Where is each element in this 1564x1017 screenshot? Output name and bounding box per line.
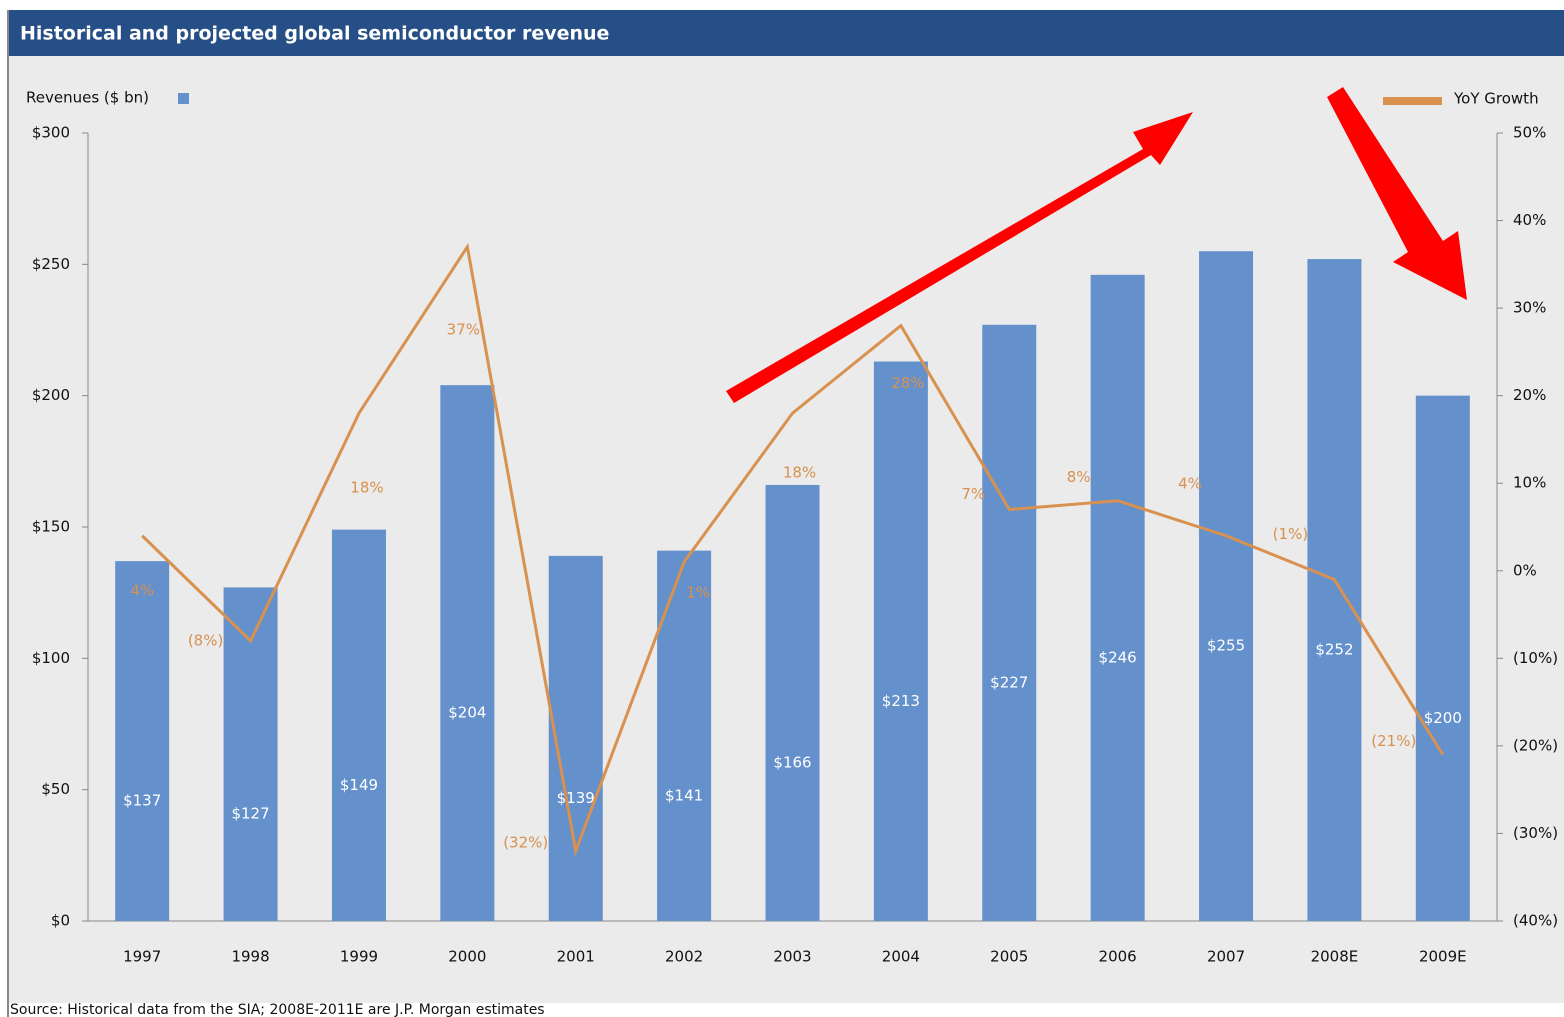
x-tick-label: 2009E bbox=[1419, 948, 1467, 966]
y2-tick-label: 0% bbox=[1513, 561, 1537, 579]
bar-value-label: $204 bbox=[448, 704, 486, 722]
x-tick-label: 2000 bbox=[448, 948, 486, 966]
y-tick-label: $150 bbox=[32, 518, 70, 536]
bar bbox=[331, 529, 386, 921]
bar-value-label: $246 bbox=[1099, 648, 1137, 666]
bar bbox=[548, 555, 603, 921]
title-bar bbox=[8, 10, 1564, 56]
x-tick-label: 1999 bbox=[340, 948, 378, 966]
bar bbox=[115, 561, 170, 921]
x-tick-label: 2008E bbox=[1311, 948, 1359, 966]
line-value-label: 18% bbox=[783, 464, 816, 482]
bar bbox=[982, 324, 1037, 921]
bar bbox=[765, 484, 820, 921]
line-value-label: 7% bbox=[961, 485, 985, 503]
x-tick-label: 1998 bbox=[231, 948, 269, 966]
growth-line bbox=[141, 242, 1445, 857]
line-value-label: 4% bbox=[130, 581, 154, 599]
bar bbox=[1199, 251, 1254, 921]
line-value-label: (32%) bbox=[503, 833, 548, 851]
bar-value-label: $213 bbox=[882, 692, 920, 710]
y2-tick-label: (20%) bbox=[1513, 736, 1558, 754]
y-tick-label: $250 bbox=[32, 255, 70, 273]
y2-tick-label: (30%) bbox=[1513, 824, 1558, 842]
down-arrow bbox=[1327, 87, 1467, 300]
y-tick-label: $200 bbox=[32, 386, 70, 404]
bar-value-label: $166 bbox=[773, 753, 811, 771]
x-tick-label: 1997 bbox=[123, 948, 161, 966]
bar-value-label: $139 bbox=[557, 789, 595, 807]
y2-tick-label: (40%) bbox=[1513, 912, 1558, 930]
y2-tick-label: 20% bbox=[1513, 386, 1546, 404]
x-tick-label: 2005 bbox=[990, 948, 1028, 966]
bar-value-label: $149 bbox=[340, 776, 378, 794]
x-tick-label: 2007 bbox=[1207, 948, 1245, 966]
source-note: Source: Historical data from the SIA; 20… bbox=[10, 1002, 545, 1017]
legend-label: Revenues ($ bn) bbox=[26, 89, 149, 107]
y-tick-label: $0 bbox=[51, 912, 70, 930]
x-tick-label: 2001 bbox=[557, 948, 595, 966]
y2-tick-label: 40% bbox=[1513, 211, 1546, 229]
line-value-label: 28% bbox=[891, 374, 924, 392]
bar-value-label: $255 bbox=[1207, 637, 1245, 655]
bar-value-label: $252 bbox=[1315, 641, 1353, 659]
line-value-label: 1% bbox=[686, 584, 710, 602]
bar-value-label: $141 bbox=[665, 786, 703, 804]
legend-swatch bbox=[178, 93, 189, 104]
bar-value-label: $127 bbox=[231, 805, 269, 823]
line-value-label: 18% bbox=[350, 479, 383, 497]
line-value-label: 8% bbox=[1067, 468, 1091, 486]
x-tick-label: 2006 bbox=[1099, 948, 1137, 966]
bar-value-label: $200 bbox=[1424, 709, 1462, 727]
line-value-label: 4% bbox=[1178, 474, 1202, 492]
y-tick-label: $100 bbox=[32, 649, 70, 667]
bar bbox=[223, 587, 278, 921]
bar bbox=[873, 361, 928, 921]
up-arrow bbox=[726, 112, 1193, 403]
y2-tick-label: 50% bbox=[1513, 124, 1546, 142]
y-tick-label: $50 bbox=[41, 780, 70, 798]
x-tick-label: 2002 bbox=[665, 948, 703, 966]
bar bbox=[1415, 395, 1470, 922]
y-tick-label: $300 bbox=[32, 124, 70, 142]
x-tick-label: 2003 bbox=[773, 948, 811, 966]
x-tick-label: 2004 bbox=[882, 948, 920, 966]
y2-tick-label: (10%) bbox=[1513, 649, 1558, 667]
line-value-label: (1%) bbox=[1273, 525, 1309, 543]
bar-value-label: $137 bbox=[123, 792, 161, 810]
marks: $0 $50 $100 $150 $200 $250 $300 (40%) (30%) (20%)… bbox=[26, 89, 1558, 966]
line-value-label: (8%) bbox=[188, 631, 224, 649]
line-value-label: 37% bbox=[447, 320, 480, 338]
bar bbox=[440, 385, 495, 921]
y2-tick-label: 10% bbox=[1513, 474, 1546, 492]
bar bbox=[657, 550, 712, 921]
bar bbox=[1307, 259, 1362, 922]
bar bbox=[1090, 274, 1145, 922]
y2-tick-label: 30% bbox=[1513, 299, 1546, 317]
line-value-label: (21%) bbox=[1371, 732, 1416, 750]
chart-title: Historical and projected global semicond… bbox=[20, 23, 609, 45]
bar-value-label: $227 bbox=[990, 673, 1028, 691]
legend-label: YoY Growth bbox=[1453, 90, 1539, 108]
